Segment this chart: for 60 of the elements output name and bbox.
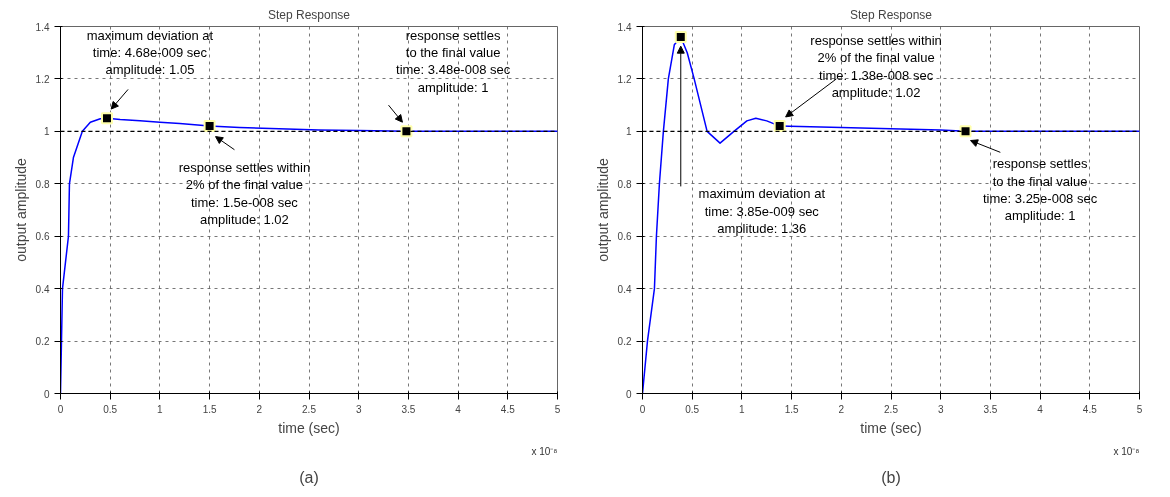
x-tick-label: 5: [554, 403, 561, 415]
y-tick-label: 0.6: [617, 231, 632, 243]
annotation: maximum deviation at time: 4.68e-009 sec amplitude: 1.05: [86, 27, 214, 78]
annotation: response settles to the final value time: 3.25e-008 sec amplitude: 1: [983, 156, 1098, 224]
annotation: response settles within 2% of the final value time: 1.5e-008 sec amplitude: 1.02: [178, 160, 311, 227]
text: (a): [299, 468, 319, 486]
chart-title: Step Response: [849, 7, 933, 22]
y-tick-label: 0.2: [617, 336, 632, 348]
x-axis-title: time (sec): [860, 419, 922, 436]
y-tick-label: 0: [43, 388, 50, 400]
x-tick-label: 4.5: [1082, 403, 1098, 415]
point: [674, 30, 687, 43]
y-tick-label: 0.8: [617, 178, 632, 190]
text: (b): [881, 468, 901, 486]
annotation: response settles within 2% of the final value time: 1.38e-008 sec amplitude: 1.02: [810, 33, 942, 100]
y-tick-label: 1.4: [35, 21, 50, 33]
x-tick-label: 2.5: [884, 403, 899, 415]
y-tick-label: 0.4: [35, 283, 50, 295]
y-tick-label: 0.4: [617, 283, 632, 295]
point: [203, 120, 216, 133]
x-tick-label: 1.5: [202, 403, 217, 415]
text: x 10⁻⁸: [531, 445, 558, 457]
y-tick-label: 0.2: [35, 336, 50, 348]
y-tick-label: 0.8: [35, 178, 50, 190]
point: [101, 112, 114, 125]
y-axis-title: output amplitude: [594, 158, 611, 262]
x-tick-label: 0: [639, 403, 646, 415]
x-tick-label: 4: [1037, 403, 1044, 415]
y-tick-label: 1.4: [617, 21, 632, 33]
y-tick-label: 1.2: [35, 73, 50, 85]
x-tick-label: 0: [57, 403, 64, 415]
point: [959, 125, 972, 138]
x-tick-label: 3.5: [983, 403, 998, 415]
y-tick-label: 1: [625, 126, 632, 138]
y-tick-label: 0: [625, 388, 632, 400]
x-tick-label: 5: [1136, 403, 1143, 415]
point: [773, 120, 786, 133]
chart-title: Step Response: [267, 7, 351, 22]
x-tick-label: 3.5: [401, 403, 416, 415]
annotation: response settles to the final value time: 3.48e-008 sec amplitude: 1: [396, 27, 511, 95]
x-tick-label: 4: [455, 403, 462, 415]
y-axis-title: output amplitude: [12, 158, 29, 262]
x-axis-title: time (sec): [278, 419, 340, 436]
x-tick-label: 3: [937, 403, 944, 415]
y-tick-label: 0.6: [35, 231, 50, 243]
x-tick-label: 2: [838, 403, 845, 415]
x-tick-label: 0.5: [103, 403, 118, 415]
point: [400, 125, 413, 138]
x-tick-label: 1: [739, 403, 746, 415]
x-tick-label: 1.5: [784, 403, 799, 415]
x-tick-label: 0.5: [685, 403, 700, 415]
y-tick-label: 1.2: [617, 73, 632, 85]
annotation: maximum deviation at time: 3.85e-009 sec amplitude: 1.36: [698, 186, 826, 236]
text: x 10⁻⁸: [1113, 445, 1140, 457]
x-tick-label: 3: [355, 403, 362, 415]
y-tick-label: 1: [43, 126, 50, 138]
x-tick-label: 1: [157, 403, 164, 415]
x-tick-label: 2.5: [302, 403, 317, 415]
x-tick-label: 4.5: [500, 403, 516, 415]
x-tick-label: 2: [256, 403, 263, 415]
